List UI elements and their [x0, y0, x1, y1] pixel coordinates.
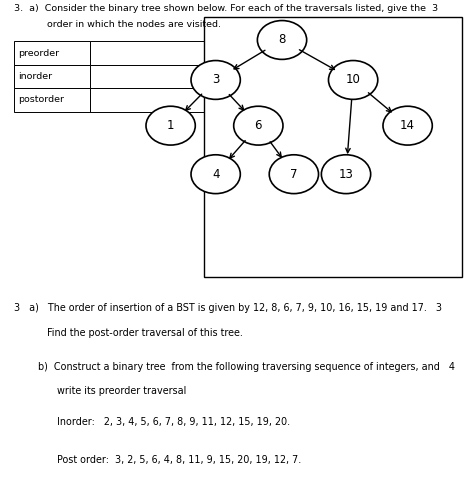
Bar — [14, 65, 90, 88]
Text: 6: 6 — [255, 119, 262, 132]
Ellipse shape — [321, 155, 371, 193]
Text: Find the post-order traversal of this tree.: Find the post-order traversal of this tr… — [47, 329, 243, 339]
Text: inorder: inorder — [18, 72, 52, 81]
Text: 7: 7 — [290, 168, 298, 181]
Text: 13: 13 — [338, 168, 354, 181]
Text: order in which the nodes are visited.: order in which the nodes are visited. — [47, 20, 221, 29]
Ellipse shape — [191, 61, 240, 99]
Text: b)  Construct a binary tree  from the following traversing sequence of integers,: b) Construct a binary tree from the foll… — [38, 362, 455, 372]
Bar — [204, 17, 462, 277]
Bar — [14, 88, 90, 112]
Ellipse shape — [234, 106, 283, 145]
Bar — [90, 65, 246, 88]
Text: 10: 10 — [346, 74, 361, 87]
Text: Inorder:   2, 3, 4, 5, 6, 7, 8, 9, 11, 12, 15, 19, 20.: Inorder: 2, 3, 4, 5, 6, 7, 8, 9, 11, 12,… — [57, 417, 290, 427]
Text: Post order:  3, 2, 5, 6, 4, 8, 11, 9, 15, 20, 19, 12, 7.: Post order: 3, 2, 5, 6, 4, 8, 11, 9, 15,… — [57, 455, 301, 465]
Text: preorder: preorder — [18, 49, 59, 58]
Bar — [14, 42, 90, 65]
Bar — [90, 88, 246, 112]
Ellipse shape — [191, 155, 240, 193]
Text: write its preorder traversal: write its preorder traversal — [57, 386, 186, 396]
Text: 3   a)   The order of insertion of a BST is given by 12, 8, 6, 7, 9, 10, 16, 15,: 3 a) The order of insertion of a BST is … — [14, 303, 442, 313]
Text: 3: 3 — [212, 74, 219, 87]
Text: 8: 8 — [278, 34, 286, 47]
Text: 1: 1 — [167, 119, 174, 132]
Ellipse shape — [146, 106, 195, 145]
Ellipse shape — [328, 61, 378, 99]
Ellipse shape — [257, 21, 307, 60]
Text: 3.  a)  Consider the binary tree shown below. For each of the traversals listed,: 3. a) Consider the binary tree shown bel… — [14, 5, 438, 14]
Ellipse shape — [383, 106, 432, 145]
Text: 14: 14 — [400, 119, 415, 132]
Text: 4: 4 — [212, 168, 219, 181]
Text: postorder: postorder — [18, 96, 64, 104]
Ellipse shape — [269, 155, 319, 193]
Bar — [90, 42, 246, 65]
